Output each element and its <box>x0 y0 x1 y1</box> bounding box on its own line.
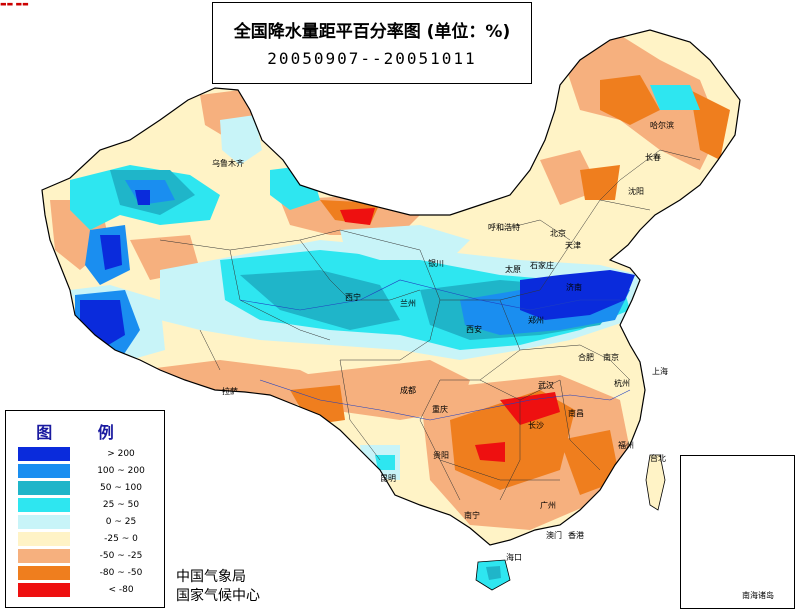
city-label-urumqi: 乌鲁木齐 <box>212 159 244 168</box>
city-label-zhengzhou: 郑州 <box>528 316 544 325</box>
legend-swatch <box>18 532 70 546</box>
legend-label: 100 ~ 200 <box>97 466 145 476</box>
south-china-sea-inset <box>680 455 795 609</box>
city-label-nanchang: 南昌 <box>568 409 584 418</box>
legend-swatch <box>18 515 70 529</box>
legend-item: > 200 <box>18 447 158 461</box>
legend-label: > 200 <box>107 449 135 459</box>
legend-swatch <box>18 566 70 580</box>
agency-name-cma: 中国气象局 <box>176 569 246 585</box>
city-label-hongkong: 香港 <box>568 531 584 540</box>
legend-label: -25 ~ 0 <box>104 534 138 544</box>
legend-item: 100 ~ 200 <box>18 464 158 478</box>
legend-swatch <box>18 549 70 563</box>
city-label-shenyang: 沈阳 <box>628 187 644 196</box>
legend-title: 图 例 <box>36 423 134 442</box>
city-label-chongqing: 重庆 <box>432 405 448 414</box>
legend-label: 0 ~ 25 <box>105 517 137 527</box>
legend-swatch <box>18 447 70 461</box>
legend-swatch <box>18 583 70 597</box>
city-label-hohhot: 呼和浩特 <box>488 223 520 232</box>
city-label-xining: 西宁 <box>345 293 361 302</box>
taiwan-island <box>645 454 666 511</box>
inset-label: 南海诸岛 <box>742 591 774 600</box>
city-label-kunming: 昆明 <box>380 474 396 483</box>
city-label-macau: 澳门 <box>546 531 562 540</box>
city-label-guiyang: 贵阳 <box>433 451 449 460</box>
china-border <box>41 29 741 546</box>
city-label-taiyuan: 太原 <box>505 265 521 274</box>
city-label-tianjin: 天津 <box>565 241 581 250</box>
city-label-lhasa: 拉萨 <box>222 387 238 396</box>
city-label-lanzhou: 兰州 <box>400 299 416 308</box>
city-label-jinan: 济南 <box>566 283 582 292</box>
city-label-hefei: 合肥 <box>578 353 594 362</box>
city-label-xian: 西安 <box>466 325 482 334</box>
legend-item: -50 ~ -25 <box>18 549 158 563</box>
city-label-changsha: 长沙 <box>528 421 544 430</box>
legend: 图 例 > 200 100 ~ 200 50 ~ 100 25 ~ 50 0 ~… <box>5 410 165 608</box>
city-label-wuhan: 武汉 <box>538 381 554 390</box>
rivers <box>239 279 631 421</box>
legend-item: -25 ~ 0 <box>18 532 158 546</box>
city-label-shijiazhuang: 石家庄 <box>530 261 554 270</box>
city-label-taipei: 台北 <box>650 454 666 463</box>
legend-item: 0 ~ 25 <box>18 515 158 529</box>
legend-swatch <box>18 464 70 478</box>
legend-item: < -80 <box>18 583 158 597</box>
legend-label: < -80 <box>108 585 134 595</box>
legend-item: -80 ~ -50 <box>18 566 158 580</box>
legend-item: 25 ~ 50 <box>18 498 158 512</box>
city-label-hangzhou: 杭州 <box>614 379 630 388</box>
province-boundaries <box>159 149 701 501</box>
city-label-guangzhou: 广州 <box>540 501 556 510</box>
city-label-yinchuan: 银川 <box>428 259 444 268</box>
city-label-nanning: 南宁 <box>464 511 480 520</box>
legend-label: -50 ~ -25 <box>99 551 143 561</box>
legend-label: 25 ~ 50 <box>102 500 140 510</box>
legend-label: -80 ~ -50 <box>99 568 143 578</box>
legend-swatch <box>18 498 70 512</box>
city-label-shanghai: 上海 <box>652 367 668 376</box>
city-label-beijing: 北京 <box>550 229 566 238</box>
corner-mark: ▬▬ ▬▬ <box>0 0 29 8</box>
map-title-box: 全国降水量距平百分率图 (单位：%) 20050907--20051011 <box>212 2 532 84</box>
city-label-haikou: 海口 <box>506 553 522 562</box>
city-label-fuzhou: 福州 <box>618 441 634 450</box>
legend-swatch <box>18 481 70 495</box>
city-label-chengdu: 成都 <box>400 386 416 395</box>
legend-label: 50 ~ 100 <box>100 483 142 493</box>
city-label-harbin: 哈尔滨 <box>650 121 674 130</box>
map-title: 全国降水量距平百分率图 (单位：%) <box>233 22 511 42</box>
legend-item: 50 ~ 100 <box>18 481 158 495</box>
map-date-range: 20050907--20051011 <box>267 49 477 68</box>
city-label-changchun: 长春 <box>645 153 661 162</box>
city-label-nanjing: 南京 <box>603 353 619 362</box>
agency-name-ncc: 国家气候中心 <box>176 588 260 604</box>
